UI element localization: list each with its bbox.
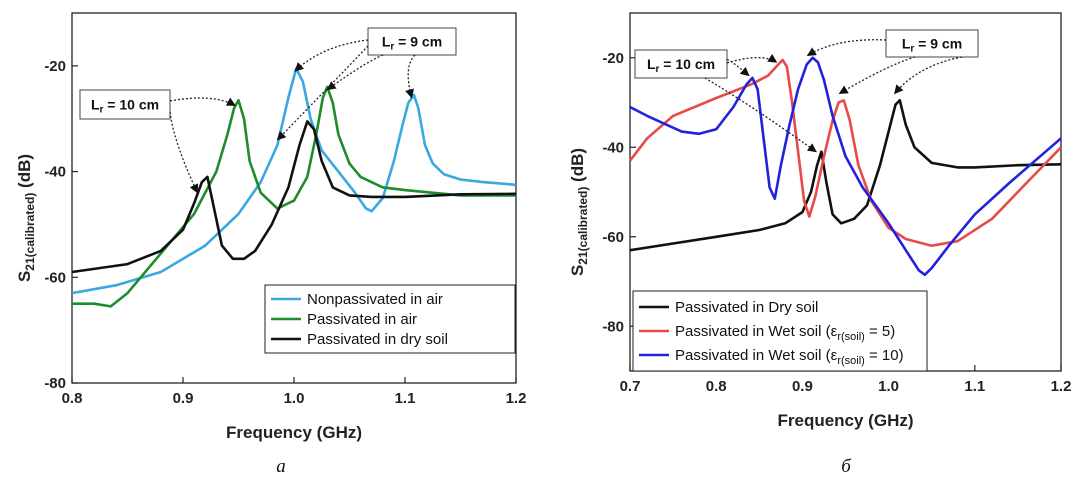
y-tick-label-b-0: -20 — [602, 50, 624, 67]
callout-arrow-a-0-0 — [169, 111, 199, 194]
callout-arrow-a-1-1 — [326, 54, 384, 91]
y-tick-label-b-1: -40 — [602, 139, 624, 156]
callout-label-b-1: Lr = 9 cm — [902, 36, 962, 55]
legend-entry-b-1: Passivated in Wet soil (εr(soil) = 5) — [675, 323, 895, 343]
callout-arrow-b-1-1 — [838, 56, 916, 95]
x-tick-label-b-1: 0.8 — [706, 378, 727, 395]
y-axis-label-a: S21(calibrated) (dB) — [15, 154, 37, 282]
x-axis-label-b: Frequency (GHz) — [777, 411, 913, 430]
x-tick-label-a-4: 1.2 — [506, 390, 527, 407]
x-tick-label-b-4: 1.1 — [964, 378, 985, 395]
y-axis-label-b: S21(calibrated) (dB) — [568, 148, 590, 276]
panel-label-a: a — [276, 456, 286, 477]
y-tick-label-a-2: -60 — [44, 269, 66, 286]
x-tick-label-b-3: 1.0 — [878, 378, 899, 395]
y-tick-label-b-3: -80 — [602, 318, 624, 335]
x-tick-label-b-5: 1.2 — [1051, 378, 1072, 395]
x-tick-label-a-3: 1.1 — [395, 390, 416, 407]
x-tick-label-a-2: 1.0 — [284, 390, 305, 407]
series-line-a-2 — [71, 120, 517, 274]
series-line-b-1 — [628, 58, 1062, 247]
x-tick-label-b-2: 0.9 — [792, 378, 813, 395]
x-tick-label-a-0: 0.8 — [62, 390, 83, 407]
callout-arrow-a-1-3 — [276, 45, 369, 141]
legend-entry-b-2: Passivated in Wet soil (εr(soil) = 10) — [675, 347, 904, 367]
callout-box-b-0 — [634, 49, 728, 79]
legend-box-a — [264, 284, 516, 354]
callout-box-a-1 — [367, 27, 457, 56]
panel-label-b: б — [841, 456, 852, 477]
legend-entry-a-2: Passivated in dry soil — [307, 331, 448, 348]
callout-arrow-a-1-2 — [405, 54, 416, 99]
x-axis-label-a: Frequency (GHz) — [226, 423, 362, 442]
x-tick-label-b-0: 0.7 — [620, 378, 641, 395]
series-line-a-0 — [71, 67, 517, 295]
y-tick-label-a-1: -40 — [44, 164, 66, 181]
x-tick-label-a-1: 0.9 — [173, 390, 194, 407]
series-line-a-1 — [72, 85, 516, 308]
callout-label-a-0: Lr = 10 cm — [91, 97, 159, 116]
legend-entry-b-0: Passivated in Dry soil — [675, 299, 818, 316]
callout-arrow-b-0-2 — [704, 77, 817, 153]
callout-arrow-b-0-1 — [726, 53, 778, 64]
chart-panel-b: 0.7 0.8 0.9 1.0 1.1 1.2 -20 -40 -60 -80 Frequency … — [568, 12, 1072, 477]
callout-box-a-0 — [79, 89, 171, 120]
callout-label-b-0: Lr = 10 cm — [647, 56, 715, 75]
callout-arrow-b-1-2 — [894, 56, 963, 95]
y-tick-label-b-2: -60 — [602, 229, 624, 246]
y-tick-label-a-3: -80 — [44, 375, 66, 392]
callout-box-b-1 — [885, 29, 979, 58]
chart-panel-a: 0.8 0.9 1.0 1.1 1.2 -20 -40 -60 -80 Frequency (GH… — [15, 12, 527, 477]
legend-box-b — [632, 290, 928, 372]
legend-entry-a-0: Nonpassivated in air — [307, 291, 443, 308]
callout-arrow-b-0-0 — [726, 59, 750, 77]
series-line-b-2 — [629, 56, 1062, 277]
callout-arrow-a-0-1 — [169, 97, 236, 107]
legend-entry-a-1: Passivated in air — [307, 311, 417, 328]
callout-arrow-b-1-0 — [806, 39, 887, 57]
y-tick-label-a-0: -20 — [44, 58, 66, 75]
callout-label-a-1: Lr = 9 cm — [382, 34, 442, 53]
callout-arrow-a-1-0 — [294, 39, 369, 72]
series-line-b-0 — [629, 99, 1062, 252]
